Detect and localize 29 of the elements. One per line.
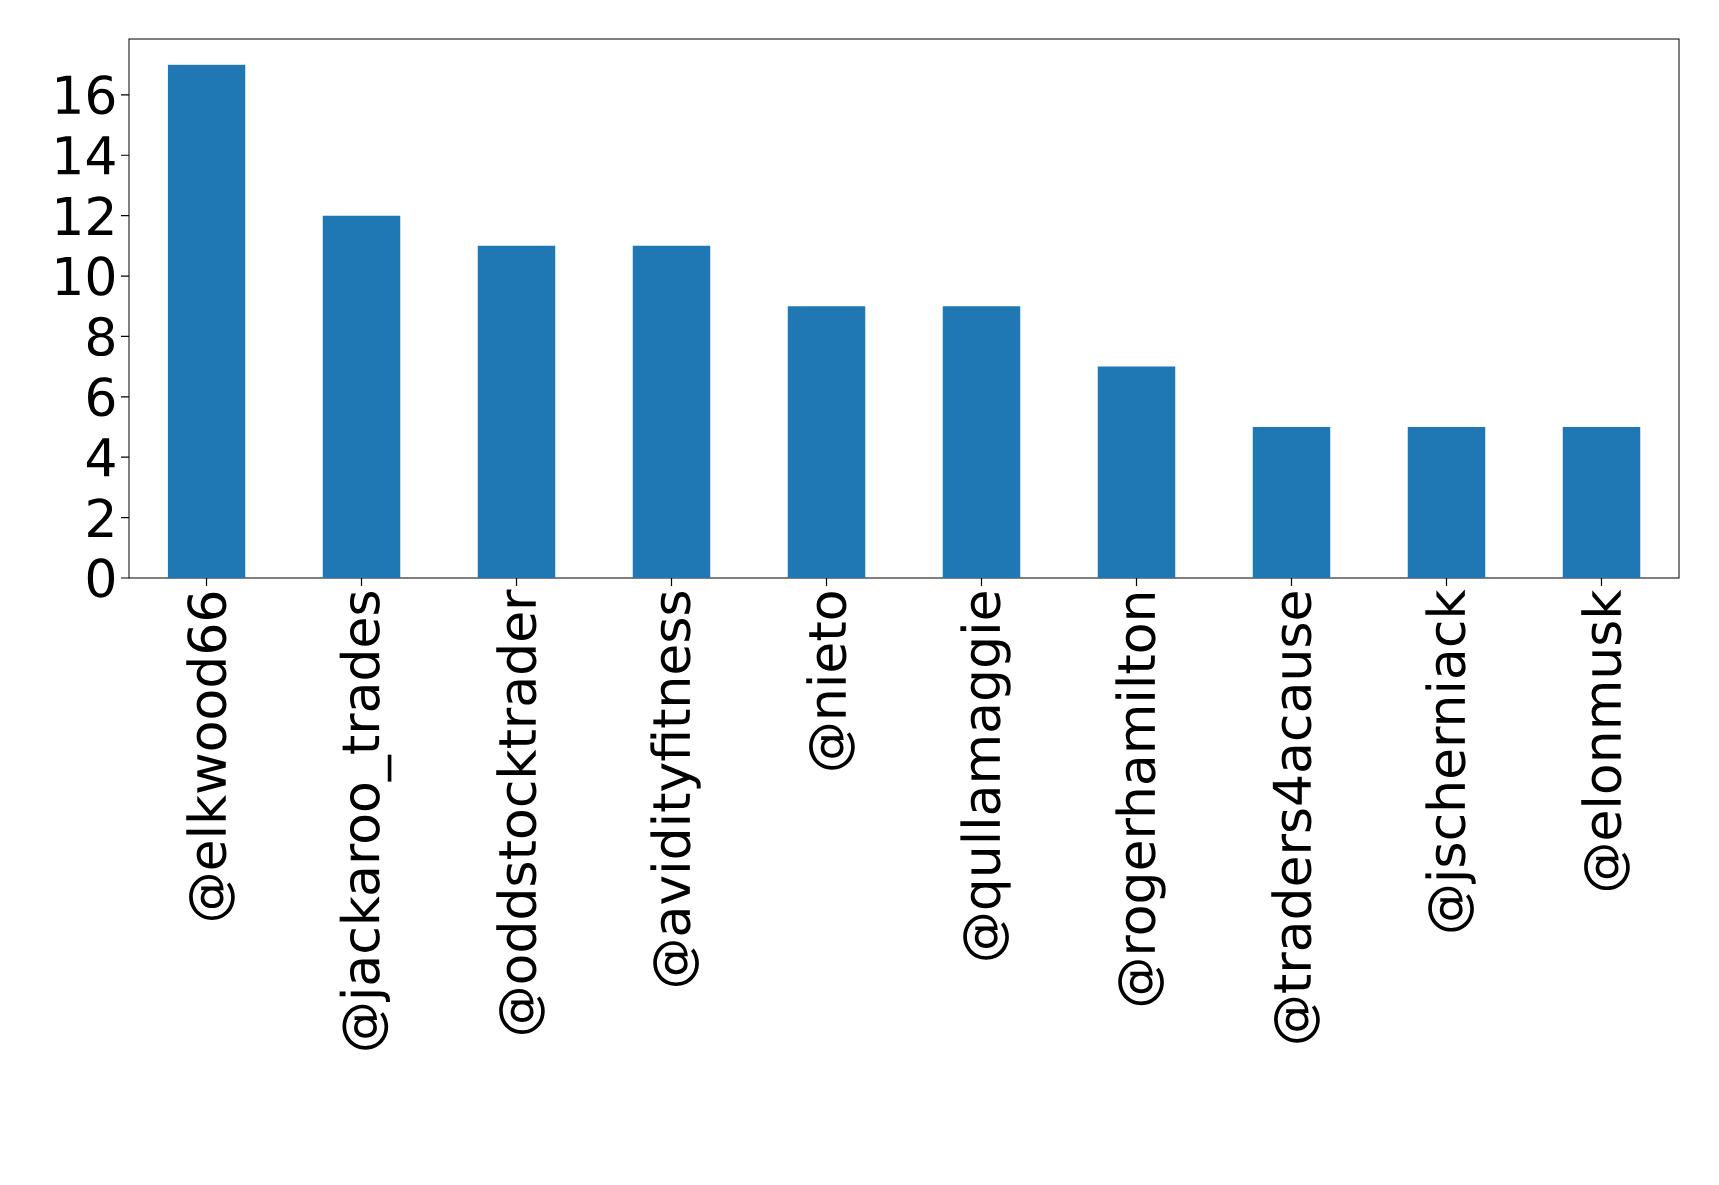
bar [1252, 427, 1331, 578]
bar [632, 245, 711, 578]
y-tick-label: 12 [57, 196, 113, 235]
x-tick-label: @jackaroo_trades [339, 591, 392, 1050]
bar [477, 245, 556, 578]
bar [1562, 427, 1641, 578]
y-tick-label: 0 [87, 558, 115, 598]
x-tick-label: @oddstocktrader [496, 589, 545, 1034]
x-tick-label: @nieto [806, 592, 855, 770]
x-tick-label: @elkwood66 [186, 592, 235, 920]
y-tick-label: 16 [57, 75, 115, 115]
x-tick-label: @jscherniack [1425, 589, 1476, 932]
bar [942, 306, 1021, 578]
bar [1407, 427, 1486, 578]
bar [322, 215, 401, 578]
y-tick-label: 4 [86, 438, 115, 477]
y-tick-label: 14 [57, 136, 115, 175]
y-tick-label: 8 [87, 316, 114, 357]
x-tick-label: @elonmusk [1581, 589, 1630, 891]
x-tick-label: @avidityfitness [650, 592, 701, 987]
bar [167, 64, 246, 578]
x-tick-label: @rogerhamilton [1115, 593, 1166, 1006]
y-tick-label: 10 [57, 256, 115, 296]
bar [787, 306, 866, 578]
x-tick-label: @traders4acause [1271, 592, 1320, 1043]
y-tick-label: 6 [88, 377, 115, 417]
y-tick-label: 2 [88, 498, 113, 537]
bar [1097, 366, 1176, 578]
x-tick-label: @qullamaggie [960, 592, 1011, 960]
